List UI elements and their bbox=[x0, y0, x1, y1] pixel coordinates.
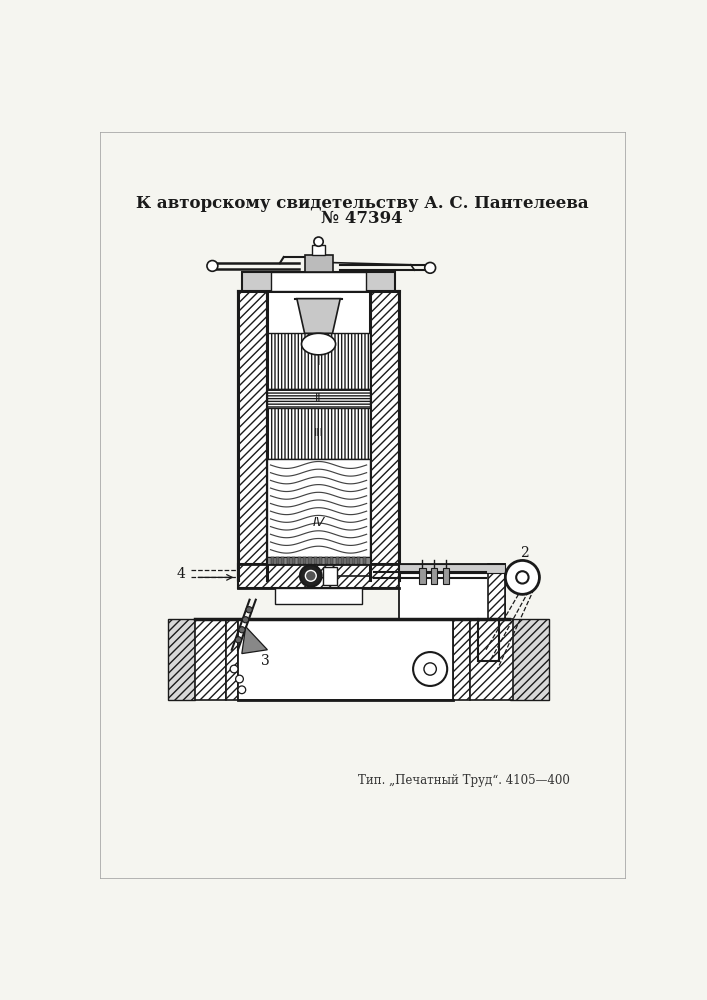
Bar bbox=[431, 568, 437, 584]
Bar bbox=[346, 557, 349, 564]
Bar bbox=[370, 291, 399, 580]
Bar bbox=[168, 619, 195, 700]
Bar bbox=[510, 619, 549, 700]
Circle shape bbox=[506, 560, 539, 594]
Text: К авторскому свидетельству А. С. Пантелеева: К авторскому свидетельству А. С. Пантеле… bbox=[136, 195, 588, 212]
Circle shape bbox=[207, 261, 218, 271]
Bar bbox=[336, 557, 339, 564]
Bar bbox=[275, 588, 362, 604]
Text: II: II bbox=[315, 393, 322, 403]
Bar bbox=[352, 557, 355, 564]
Bar bbox=[330, 557, 333, 564]
Bar bbox=[238, 291, 267, 580]
Bar bbox=[312, 245, 325, 255]
Bar bbox=[320, 557, 322, 564]
Bar bbox=[399, 564, 506, 619]
Bar bbox=[292, 557, 296, 564]
Bar bbox=[489, 564, 506, 619]
Circle shape bbox=[230, 665, 238, 673]
Circle shape bbox=[246, 607, 252, 613]
Bar bbox=[267, 333, 370, 389]
Bar bbox=[314, 557, 317, 564]
Bar bbox=[341, 557, 344, 564]
Circle shape bbox=[305, 570, 316, 581]
Circle shape bbox=[300, 565, 322, 587]
Bar bbox=[363, 557, 366, 564]
Text: III: III bbox=[314, 428, 323, 438]
Circle shape bbox=[239, 627, 245, 633]
Bar bbox=[281, 557, 284, 564]
Bar bbox=[357, 557, 361, 564]
Bar bbox=[238, 619, 453, 700]
Text: 4: 4 bbox=[176, 567, 185, 581]
Bar bbox=[226, 619, 238, 700]
Circle shape bbox=[314, 237, 323, 246]
Bar bbox=[276, 557, 279, 564]
Bar bbox=[443, 568, 449, 584]
Circle shape bbox=[235, 637, 242, 643]
Text: 3: 3 bbox=[261, 654, 269, 668]
Bar bbox=[303, 557, 306, 564]
Text: Тип. „Печатный Труд“. 4105—400: Тип. „Печатный Труд“. 4105—400 bbox=[358, 774, 570, 787]
Ellipse shape bbox=[301, 333, 336, 355]
Circle shape bbox=[238, 686, 246, 694]
Bar bbox=[453, 619, 470, 700]
Text: 2: 2 bbox=[520, 546, 529, 560]
Bar bbox=[470, 619, 513, 700]
Circle shape bbox=[243, 617, 249, 623]
Text: IV: IV bbox=[312, 516, 325, 529]
Bar bbox=[267, 557, 370, 564]
Bar bbox=[271, 557, 274, 564]
Bar bbox=[242, 272, 395, 291]
Circle shape bbox=[413, 652, 448, 686]
Bar bbox=[399, 564, 506, 573]
Bar bbox=[267, 408, 370, 459]
Text: I: I bbox=[317, 355, 320, 368]
Bar bbox=[298, 557, 300, 564]
Circle shape bbox=[424, 663, 436, 675]
Bar bbox=[267, 389, 370, 408]
Circle shape bbox=[516, 571, 529, 584]
Bar bbox=[323, 567, 337, 585]
Bar bbox=[287, 557, 290, 564]
Bar bbox=[195, 619, 226, 700]
Circle shape bbox=[425, 262, 436, 273]
Circle shape bbox=[235, 675, 243, 683]
Bar bbox=[308, 557, 312, 564]
Bar bbox=[238, 564, 399, 588]
Polygon shape bbox=[297, 299, 340, 333]
Text: № 47394: № 47394 bbox=[321, 210, 403, 227]
Bar bbox=[271, 272, 366, 291]
Bar bbox=[267, 459, 370, 557]
Bar bbox=[267, 291, 370, 580]
Bar bbox=[305, 255, 332, 272]
Bar bbox=[325, 557, 328, 564]
Polygon shape bbox=[242, 627, 267, 654]
Bar bbox=[419, 568, 426, 584]
